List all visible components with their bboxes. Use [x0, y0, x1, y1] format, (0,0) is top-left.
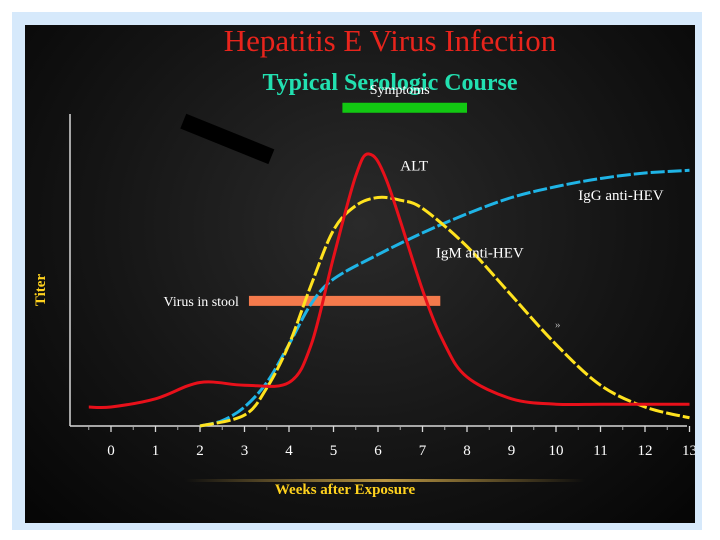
alt-label: ALT — [400, 158, 428, 174]
x-tick-label: 3 — [241, 443, 249, 459]
x-tick-label: 4 — [285, 443, 293, 459]
x-tick-label: 0 — [107, 443, 115, 459]
igm-anti-hev-line — [199, 195, 690, 428]
x-tick-label: 10 — [549, 443, 564, 459]
serology-chart: Hepatitis E Virus Infection Typical Sero… — [33, 25, 695, 498]
x-tick-label: 1 — [152, 443, 160, 459]
x-tick-label: 7 — [419, 443, 427, 459]
x-tick-label: 2 — [196, 443, 204, 459]
y-axis-label: Titer — [33, 274, 49, 307]
igg-anti-hev-line — [199, 168, 690, 428]
virus-in-stool-label: Virus in stool — [164, 295, 239, 310]
x-tick-label: 8 — [463, 443, 471, 459]
igg-anti-hev-label: IgG anti-HEV — [578, 188, 664, 204]
xlabel-glow — [185, 479, 585, 482]
virus-in-stool-bar — [248, 295, 441, 306]
x-tick-label: 9 — [508, 443, 516, 459]
x-tick-label: 13 — [682, 443, 695, 459]
x-tick-label: 12 — [638, 443, 653, 459]
symptoms-bar — [342, 102, 467, 113]
small-arrow-glyph: » — [555, 319, 561, 331]
igm-anti-hev-label: IgM anti-HEV — [436, 245, 524, 261]
x-axis-label: Weeks after Exposure — [275, 482, 416, 498]
x-tick-label: 5 — [330, 443, 338, 459]
symptoms-label: Symptoms — [370, 83, 430, 98]
decorative-shadow-bar — [180, 113, 275, 165]
x-tick-label: 11 — [593, 443, 607, 459]
chart-subtitle: Typical Serologic Course — [262, 70, 517, 96]
x-tick-label: 6 — [374, 443, 382, 459]
alt-line — [88, 152, 690, 410]
chart-title: Hepatitis E Virus Infection — [224, 25, 557, 58]
slide: Hepatitis E Virus Infection Typical Sero… — [25, 25, 695, 523]
